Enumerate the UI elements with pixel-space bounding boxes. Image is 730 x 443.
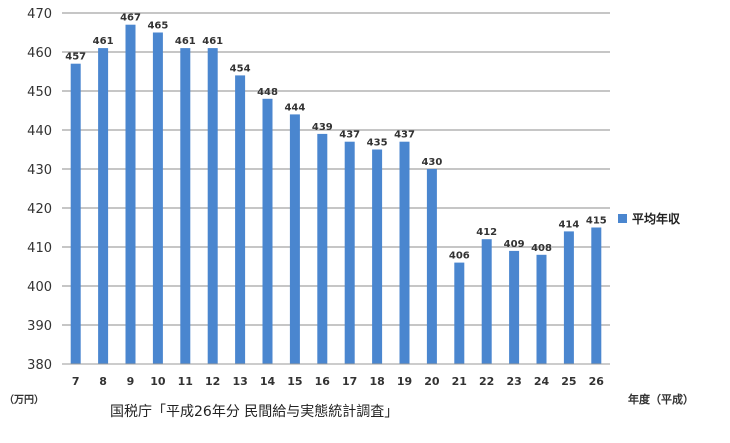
data-label: 448 — [257, 87, 278, 98]
data-label: 467 — [120, 13, 141, 24]
data-label: 435 — [367, 138, 388, 149]
bar — [591, 227, 602, 364]
legend-label: 平均年収 — [632, 211, 681, 226]
bar — [481, 239, 492, 364]
data-label: 457 — [65, 52, 86, 63]
data-label: 415 — [586, 216, 607, 227]
x-tick-label: 12 — [205, 375, 220, 388]
x-tick-label: 10 — [150, 375, 166, 388]
legend: 平均年収 — [618, 211, 681, 226]
data-label: 437 — [339, 130, 360, 141]
bar — [180, 48, 191, 364]
data-label: 408 — [531, 243, 552, 254]
x-tick-label: 16 — [315, 375, 331, 388]
bar — [70, 63, 81, 364]
y-tick-label: 440 — [27, 124, 52, 139]
x-tick-label: 15 — [287, 375, 302, 388]
bar — [235, 75, 246, 365]
y-axis-unit: （万円） — [4, 393, 44, 406]
bar — [289, 114, 300, 365]
y-axis-ticks: 380 390 400 410 420 430 440 450 460 470 — [27, 7, 52, 373]
x-tick-label: 17 — [342, 375, 357, 388]
y-tick-label: 390 — [27, 319, 52, 334]
x-tick-label: 14 — [260, 375, 276, 388]
data-label: 444 — [284, 102, 305, 113]
data-label: 409 — [504, 239, 525, 250]
x-tick-label: 9 — [127, 375, 135, 388]
bar — [536, 254, 547, 364]
data-label: 465 — [147, 21, 168, 32]
y-tick-label: 400 — [27, 280, 52, 295]
data-label: 461 — [202, 36, 223, 47]
bar — [207, 48, 218, 364]
bar — [317, 133, 328, 364]
x-tick-label: 18 — [369, 375, 384, 388]
bar — [152, 32, 163, 364]
bar — [372, 149, 383, 364]
x-tick-label: 21 — [452, 375, 467, 388]
x-tick-label: 23 — [506, 375, 521, 388]
source-note: 国税庁「平成26年分 民間給与実態統計調査」 — [110, 404, 398, 420]
y-tick-label: 450 — [27, 85, 52, 100]
bar — [563, 231, 574, 364]
data-label: 461 — [175, 36, 196, 47]
x-tick-label: 26 — [589, 375, 605, 388]
x-axis-title: 年度（平成） — [628, 392, 694, 406]
bar — [426, 169, 437, 364]
x-tick-label: 8 — [99, 375, 107, 388]
bars — [70, 24, 602, 365]
data-label: 406 — [449, 251, 470, 262]
bar — [344, 141, 355, 364]
y-tick-label: 410 — [27, 241, 52, 256]
x-tick-label: 19 — [397, 375, 412, 388]
data-label: 414 — [558, 219, 579, 230]
y-tick-label: 380 — [27, 358, 52, 373]
data-label: 412 — [476, 227, 497, 238]
legend-swatch — [618, 214, 627, 223]
x-tick-label: 24 — [534, 375, 550, 388]
data-label: 439 — [312, 122, 333, 133]
data-label: 454 — [230, 63, 251, 74]
bar — [125, 24, 136, 364]
y-tick-label: 420 — [27, 202, 52, 217]
bar — [509, 250, 520, 364]
x-tick-label: 22 — [479, 375, 494, 388]
data-labels: 457 461 467 465 461 461 454 448 444 439 437 435 437 4… — [65, 13, 607, 262]
gridlines — [62, 12, 610, 326]
x-tick-label: 13 — [232, 375, 247, 388]
data-label: 461 — [93, 36, 114, 47]
data-label: 430 — [421, 157, 442, 168]
x-tick-label: 20 — [424, 375, 440, 388]
x-axis-ticks: 7 8 9 10 11 12 13 14 15 16 17 18 19 20 21 22 23 24 25 26 — [72, 375, 604, 388]
x-tick-label: 25 — [561, 375, 576, 388]
bar — [262, 98, 273, 365]
bar — [454, 262, 465, 364]
x-tick-label: 11 — [178, 375, 193, 388]
bar — [98, 48, 109, 364]
y-tick-label: 470 — [27, 7, 52, 22]
y-tick-label: 430 — [27, 163, 52, 178]
bar — [399, 141, 410, 364]
x-tick-label: 7 — [72, 375, 80, 388]
y-tick-label: 460 — [27, 46, 52, 61]
data-label: 437 — [394, 130, 415, 141]
